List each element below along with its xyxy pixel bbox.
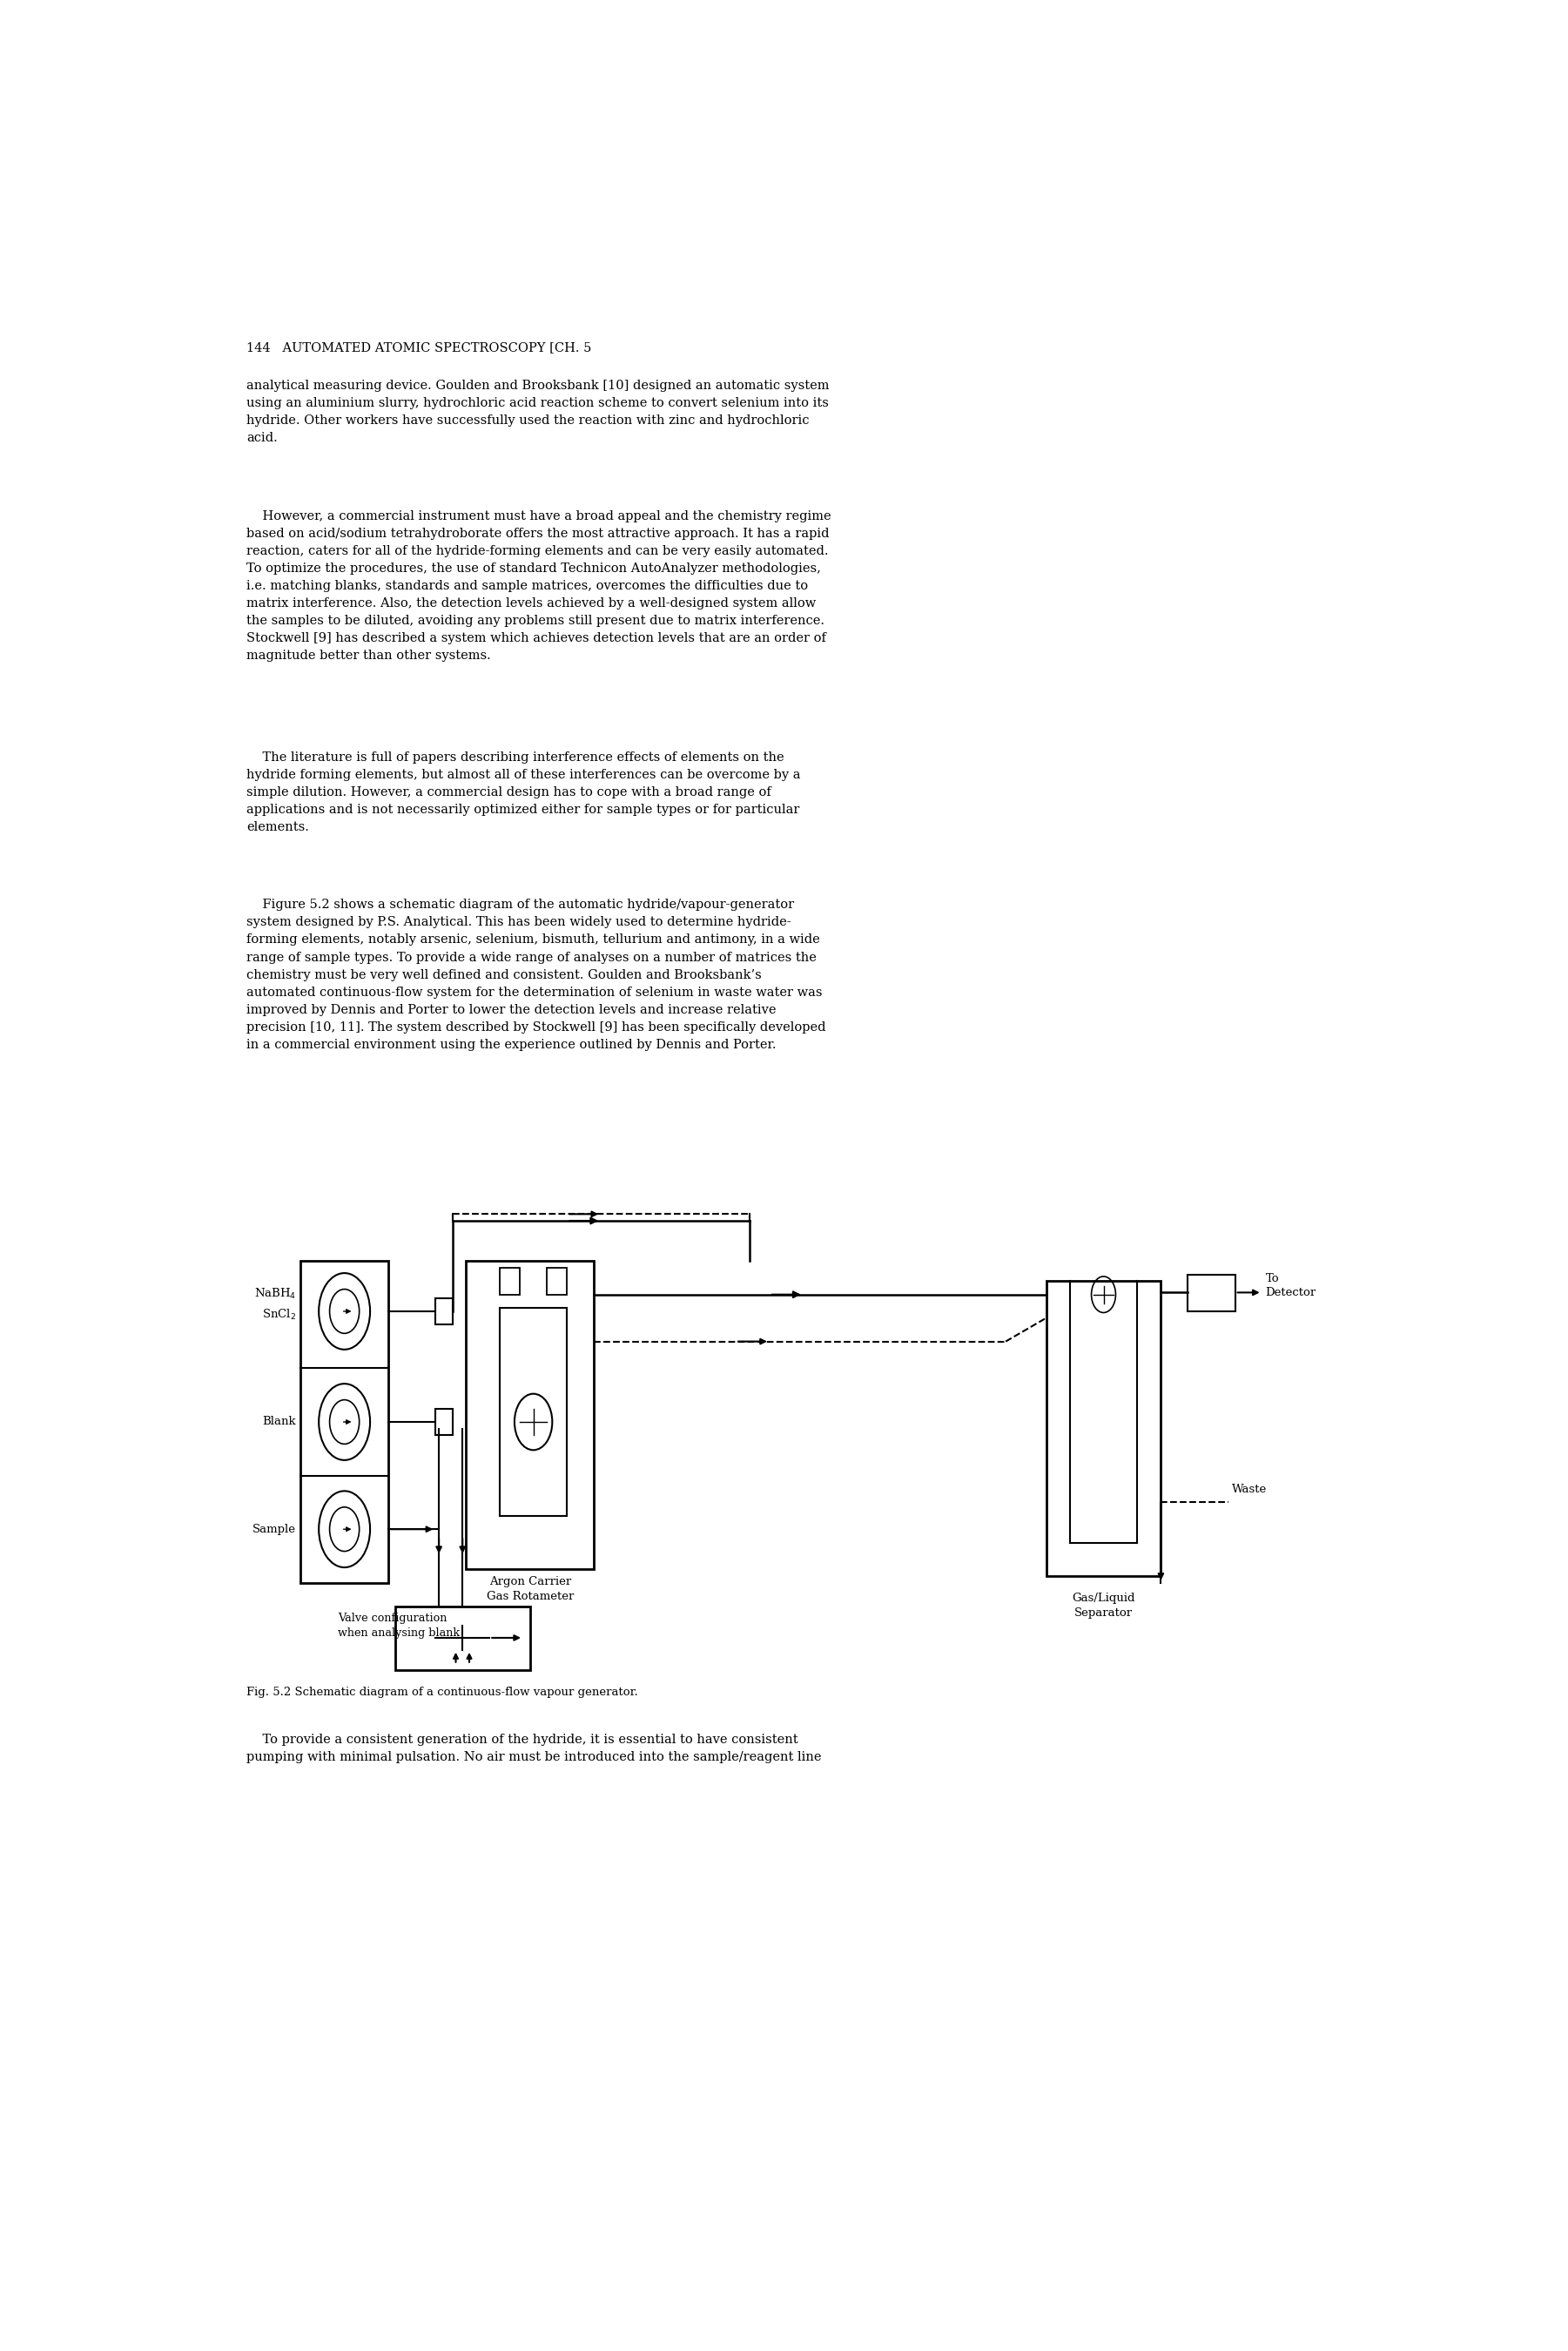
Text: Gas/Liquid
Separator: Gas/Liquid Separator <box>1073 1594 1135 1620</box>
Text: Figure 5.2 shows a schematic diagram of the automatic hydride/vapour-generator
s: Figure 5.2 shows a schematic diagram of … <box>246 898 826 1051</box>
Bar <box>301 1260 389 1582</box>
Bar <box>500 1267 521 1295</box>
Bar <box>436 1408 453 1436</box>
Text: Fig. 5.2 Schematic diagram of a continuous-flow vapour generator.: Fig. 5.2 Schematic diagram of a continuo… <box>246 1686 638 1697</box>
Text: Sample: Sample <box>252 1523 296 1535</box>
Text: However, a commercial instrument must have a broad appeal and the chemistry regi: However, a commercial instrument must ha… <box>246 510 831 663</box>
Text: Blank: Blank <box>262 1415 296 1427</box>
Text: 144   AUTOMATED ATOMIC SPECTROSCOPY [CH. 5: 144 AUTOMATED ATOMIC SPECTROSCOPY [CH. 5 <box>246 341 591 353</box>
Text: Valve configuration
when analysing blank: Valve configuration when analysing blank <box>337 1613 459 1639</box>
Bar <box>1046 1281 1160 1575</box>
Bar <box>1189 1274 1236 1312</box>
Text: Argon Carrier
Gas Rotameter: Argon Carrier Gas Rotameter <box>486 1575 574 1603</box>
Text: The literature is full of papers describing interference effects of elements on : The literature is full of papers describ… <box>246 752 801 835</box>
Text: Waste: Waste <box>1232 1483 1267 1495</box>
Text: analytical measuring device. Goulden and Brooksbank [10] designed an automatic s: analytical measuring device. Goulden and… <box>246 379 829 444</box>
Text: To provide a consistent generation of the hydride, it is essential to have consi: To provide a consistent generation of th… <box>246 1733 822 1763</box>
Bar <box>500 1307 568 1516</box>
Bar <box>466 1260 594 1570</box>
Text: To
Detector: To Detector <box>1265 1274 1316 1298</box>
Text: NaBH$_4$: NaBH$_4$ <box>254 1288 296 1300</box>
Bar <box>395 1606 530 1669</box>
Bar <box>547 1267 568 1295</box>
Bar <box>436 1298 453 1324</box>
Text: SnCl$_2$: SnCl$_2$ <box>262 1307 296 1321</box>
